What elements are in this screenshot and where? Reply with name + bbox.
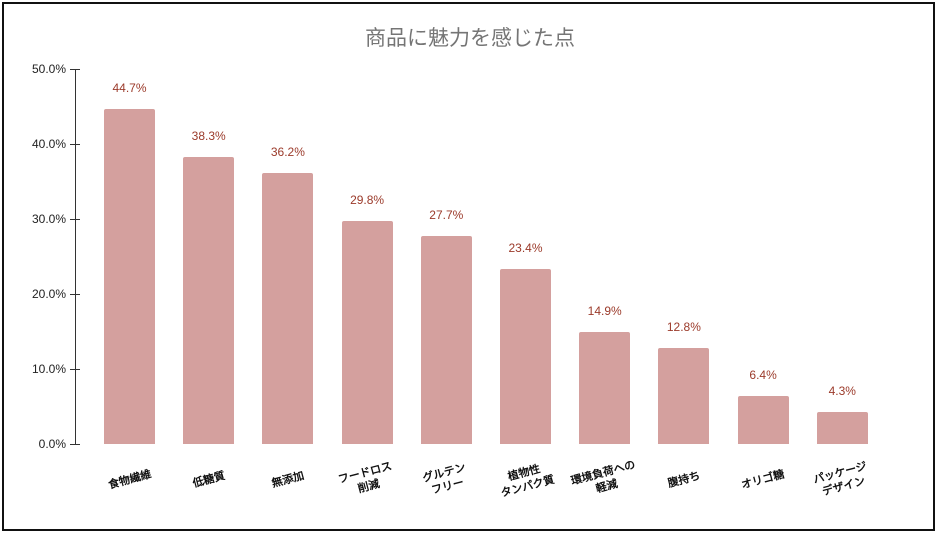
bar-value-label: 23.4% [508,240,543,255]
bar [341,220,393,444]
y-tick [70,69,80,70]
bar [500,268,551,444]
y-tick-label: 50.0% [31,62,66,76]
bar-value-label: 29.8% [350,192,385,207]
bar-value-label: 44.7% [112,80,147,95]
bar-value-label: 12.8% [666,320,701,334]
chart-title: 商品に魅力を感じた点 [365,26,575,50]
bar-value-label: 14.9% [587,304,622,319]
y-tick [70,444,80,445]
y-tick-label: 40.0% [31,137,66,151]
y-tick-label: 20.0% [31,287,66,301]
y-tick-label: 10.0% [31,362,66,376]
y-tick [70,369,80,370]
bar-value-label: 27.7% [429,208,464,223]
bar-value-label: 4.3% [828,383,856,398]
bar [579,332,631,444]
y-tick-label: 0.0% [38,437,66,451]
bar [816,411,868,444]
y-axis [75,69,76,444]
y-tick [70,294,80,295]
y-tick-label: 30.0% [31,212,66,226]
bar [737,396,789,444]
bar [262,172,314,444]
bar [104,108,155,444]
bar [420,236,472,444]
y-tick [70,144,80,145]
bar-value-label: 38.3% [191,128,226,143]
bar-value-label: 36.2% [270,144,305,159]
y-tick [70,219,80,220]
bar-value-label: 6.4% [749,368,777,382]
bar [183,156,235,444]
bar [658,348,710,444]
